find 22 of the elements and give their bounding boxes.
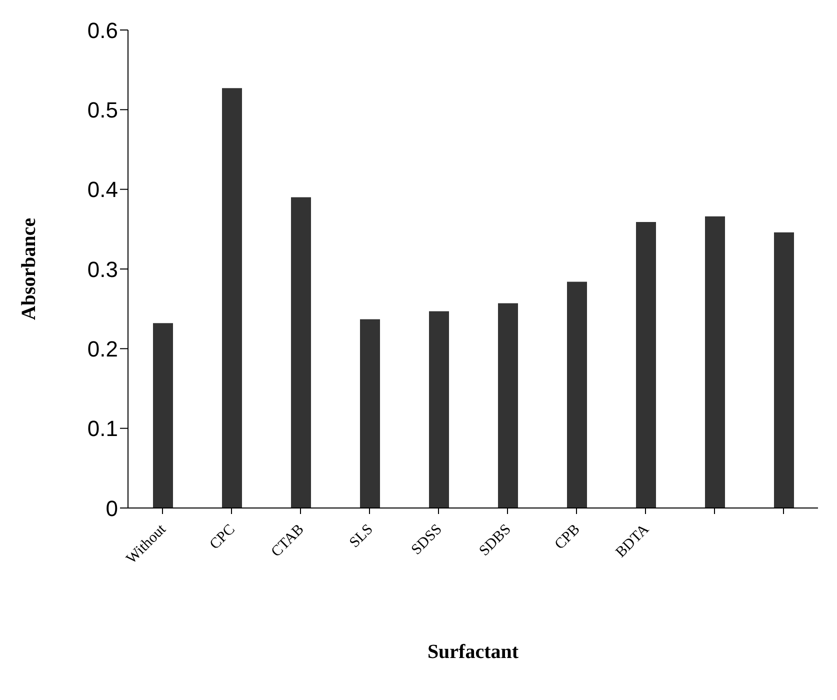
x-tick-label: CPB [552,522,584,553]
bar [705,216,725,508]
y-tick-label: 0.2 [87,336,118,362]
bar [636,222,656,508]
y-tick-label: 0.1 [87,416,118,442]
bar [429,311,449,508]
y-tick-label: 0 [106,496,118,521]
y-tick-label: 0.6 [87,18,118,43]
y-tick-label: 0.3 [87,256,118,282]
x-tick-label: CPC [206,522,238,553]
y-tick-label: 0.4 [87,177,118,202]
y-axis-title: Absorbance [18,218,40,320]
x-tick-label: SLS [346,522,376,552]
bar [222,88,242,508]
bar [567,282,587,508]
x-axis-title: Surfactant [427,641,519,663]
bar [291,197,311,508]
y-tick-label: 0.5 [87,97,118,122]
bar [498,303,518,508]
bar [774,232,794,508]
bar [360,319,380,508]
bar [153,323,173,508]
